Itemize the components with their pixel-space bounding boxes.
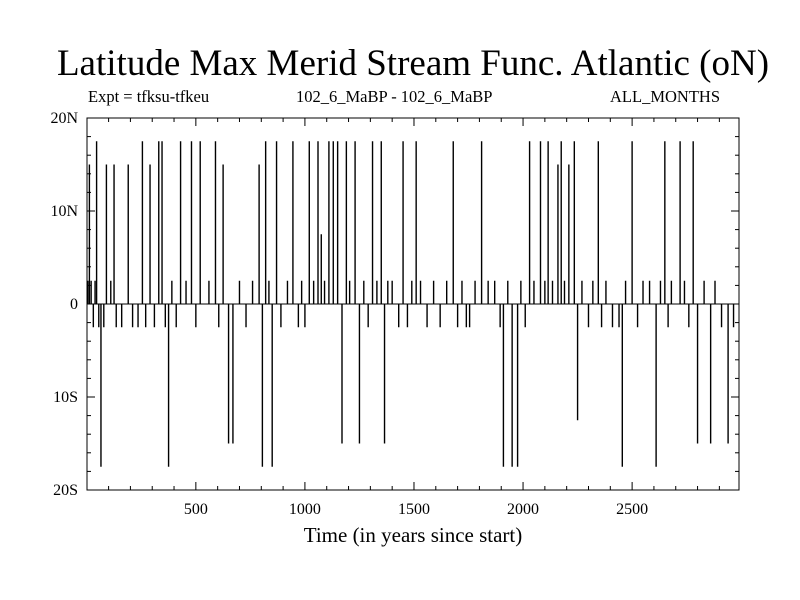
months-label: ALL_MONTHS [610,87,720,106]
experiment-label: Expt = tfksu-tfkeu [88,87,210,106]
x-tick-label: 2500 [616,501,648,518]
x-tick-label: 500 [184,501,208,518]
x-tick-label: 1000 [289,501,321,518]
y-tick-label: 20S [53,482,78,499]
period-label: 102_6_MaBP - 102_6_MaBP [296,87,493,106]
series-layer [87,141,739,467]
x-tick-label: 2000 [507,501,539,518]
y-tick-label: 0 [70,296,78,313]
plot-frame [86,117,740,491]
chart-title: Latitude Max Merid Stream Func. Atlantic… [56,43,770,84]
y-tick-label: 10N [50,203,78,220]
x-axis-label: Time (in years since start) [304,523,523,547]
y-tick-label: 20N [50,110,78,127]
y-tick-label: 10S [53,389,78,406]
ticks-layer: 500 1000 1500 2000 2500 20N 10N 0 10S 20S [50,110,739,518]
x-tick-label: 1500 [398,501,430,518]
